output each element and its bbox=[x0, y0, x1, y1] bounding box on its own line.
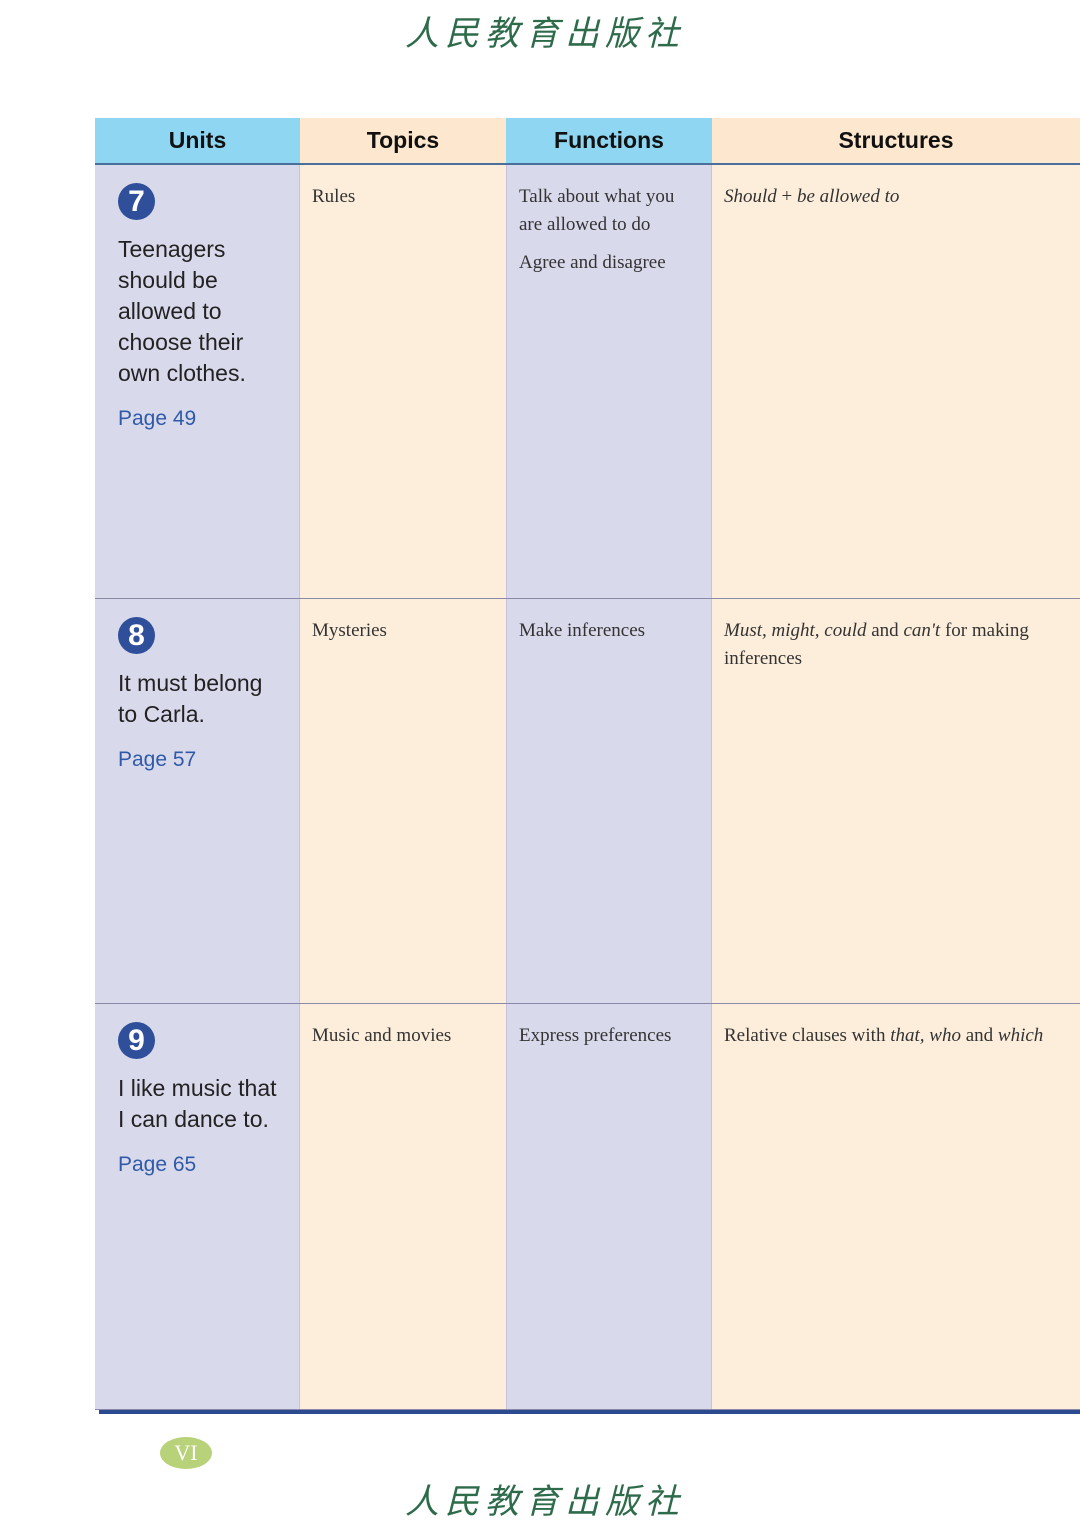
unit-number-badge: 7 bbox=[118, 183, 155, 220]
structures-cell: Relative clauses with that, who and whic… bbox=[712, 1004, 1080, 1409]
function-item: Talk about what you are allowed to do bbox=[519, 186, 675, 235]
topic-cell: Mysteries bbox=[300, 599, 506, 1003]
publisher-logo: 人民教育出版社 bbox=[405, 1482, 685, 1522]
unit-cell: 9 I like music that I can dance to. Page… bbox=[95, 1004, 300, 1409]
function-item: Make inferences bbox=[519, 620, 646, 641]
page-number: VI bbox=[160, 1437, 212, 1469]
unit-number-badge: 9 bbox=[118, 1022, 155, 1059]
publisher-logo: 人民教育出版社 bbox=[405, 14, 685, 54]
unit-number-badge: 8 bbox=[118, 617, 155, 654]
unit-cell: 7 Teenagers should be allowed to choose … bbox=[95, 165, 300, 598]
functions-cell: Make inferences bbox=[506, 599, 712, 1003]
header-structures: Structures bbox=[712, 118, 1080, 163]
header-topics: Topics bbox=[300, 118, 506, 163]
structures-cell: Must, might, could and can't for making … bbox=[712, 599, 1080, 1003]
unit-page-link[interactable]: Page 65 bbox=[118, 1153, 197, 1176]
function-item: Express preferences bbox=[519, 1025, 672, 1046]
header-functions: Functions bbox=[506, 118, 712, 163]
table-row: 8 It must belong to Carla. Page 57 Myste… bbox=[95, 599, 1080, 1004]
unit-page-link[interactable]: Page 57 bbox=[118, 748, 197, 771]
unit-title: I like music that I can dance to. bbox=[118, 1075, 277, 1132]
bottom-rule bbox=[99, 1410, 1080, 1414]
functions-cell: Talk about what you are allowed to do Agr… bbox=[506, 165, 712, 598]
table-header: Units Topics Functions Structures bbox=[95, 118, 1080, 165]
header-units: Units bbox=[95, 118, 300, 163]
topic-cell: Rules bbox=[300, 165, 506, 598]
table-row: 9 I like music that I can dance to. Page… bbox=[95, 1004, 1080, 1410]
unit-cell: 8 It must belong to Carla. Page 57 bbox=[95, 599, 300, 1003]
function-item: Agree and disagree bbox=[519, 252, 666, 273]
unit-title: It must belong to Carla. bbox=[118, 670, 263, 727]
unit-title: Teenagers should be allowed to choose th… bbox=[118, 236, 246, 386]
table-row: 7 Teenagers should be allowed to choose … bbox=[95, 165, 1080, 599]
structures-cell: Should + be allowed to bbox=[712, 165, 1080, 598]
topic-cell: Music and movies bbox=[300, 1004, 506, 1409]
functions-cell: Express preferences bbox=[506, 1004, 712, 1409]
unit-page-link[interactable]: Page 49 bbox=[118, 407, 197, 430]
units-table: Units Topics Functions Structures 7 Teen… bbox=[95, 118, 1080, 1410]
